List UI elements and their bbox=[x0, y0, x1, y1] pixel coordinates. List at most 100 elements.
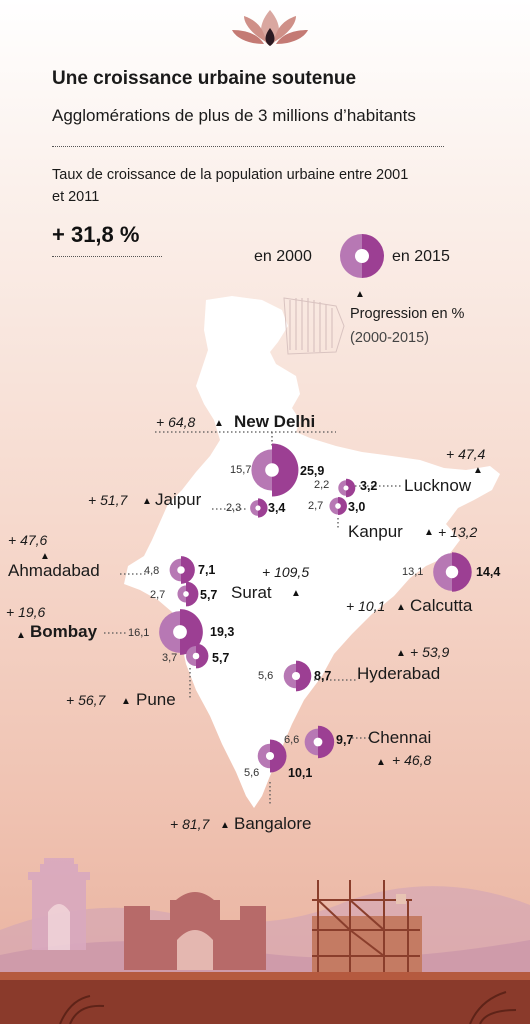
bubble-2015-calcutta bbox=[452, 552, 472, 592]
triangle-up-icon: ▲ bbox=[16, 630, 26, 641]
pop2015-chennai: 9,7 bbox=[336, 733, 354, 747]
bubble-2000-kanpur bbox=[329, 497, 338, 515]
pct-new-delhi: + 64,8 bbox=[156, 414, 196, 430]
pop2015-bombay: 19,3 bbox=[210, 625, 235, 639]
bubble-center-calcutta bbox=[445, 565, 459, 579]
bubble-2015-surat bbox=[186, 581, 199, 607]
triangle-up-icon: ▲ bbox=[473, 465, 483, 476]
legend-bubble-center bbox=[355, 249, 369, 263]
city-new-delhi: New Delhi bbox=[234, 412, 316, 431]
growth-description: Taux de croissance de la population urba… bbox=[52, 167, 409, 205]
legend-label-2000: en 2000 bbox=[254, 248, 312, 265]
pct-hyderabad: + 53,9 bbox=[410, 644, 450, 660]
northern-territory bbox=[283, 297, 345, 355]
pop2015-new-delhi: 25,9 bbox=[300, 464, 325, 478]
triangle-up-icon: ▲ bbox=[220, 820, 230, 831]
bubble-center-jaipur bbox=[255, 505, 261, 511]
pct-bangalore: + 81,7 bbox=[170, 816, 210, 832]
ground bbox=[0, 972, 530, 1024]
growth-underline bbox=[52, 256, 162, 257]
pop2015-pune: 5,7 bbox=[212, 651, 230, 665]
scaffolding-building-icon bbox=[312, 880, 422, 980]
pct-bombay: + 19,6 bbox=[6, 604, 46, 620]
legend-progression: Progression en % bbox=[350, 306, 465, 322]
pop2015-surat: 5,7 bbox=[200, 588, 218, 602]
pop2000-pune: 3,7 bbox=[162, 652, 178, 664]
grass bbox=[59, 991, 517, 1024]
triangle-up-icon: ▲ bbox=[142, 496, 152, 507]
legend-label-2015: en 2015 bbox=[392, 248, 450, 265]
bubble-center-bombay bbox=[173, 625, 187, 639]
bubble-2015-bombay bbox=[180, 609, 203, 655]
pct-ahmadabad: + 47,6 bbox=[8, 532, 48, 548]
ground-band bbox=[0, 972, 530, 980]
pop2000-hyderabad: 5,6 bbox=[258, 670, 274, 682]
city-pune: Pune bbox=[136, 690, 176, 709]
bubble-2015-lucknow bbox=[346, 478, 356, 498]
bubble-2000-pune bbox=[186, 645, 196, 667]
india-map bbox=[124, 296, 500, 808]
pct-chennai: + 46,8 bbox=[392, 752, 432, 768]
city-chennai: Chennai bbox=[368, 728, 432, 747]
legend-bubble-2015 bbox=[362, 234, 384, 278]
city-jaipur: Jaipur bbox=[155, 490, 202, 509]
bubble-center-ahmadabad bbox=[177, 566, 185, 574]
bubble-2000-new-delhi bbox=[251, 449, 272, 491]
bubble-2000-chennai bbox=[304, 728, 318, 756]
bubble-2015-chennai bbox=[318, 725, 335, 759]
triangle-up-icon: ▲ bbox=[214, 418, 224, 429]
pop2015-kanpur: 3,0 bbox=[348, 500, 366, 514]
city-hyderabad: Hyderabad bbox=[357, 664, 441, 683]
triangle-up-icon: ▲ bbox=[396, 648, 406, 659]
pop2015-jaipur: 3,4 bbox=[268, 501, 286, 515]
triangle-up-icon: ▲ bbox=[424, 527, 434, 538]
city-calcutta: Calcutta bbox=[410, 596, 473, 615]
page-subtitle: Agglomérations de plus de 3 millions d’h… bbox=[52, 106, 416, 125]
pop2000-chennai: 6,6 bbox=[284, 734, 300, 746]
bubble-2000-lucknow bbox=[338, 480, 346, 496]
city-surat: Surat bbox=[231, 583, 272, 602]
bubble-center-bangalore bbox=[265, 751, 275, 761]
pop2015-calcutta: 14,4 bbox=[476, 565, 501, 579]
pct-pune: + 56,7 bbox=[66, 692, 106, 708]
bubble-2015-jaipur bbox=[258, 498, 268, 518]
pop2000-lucknow: 2,2 bbox=[314, 479, 330, 491]
bubble-center-chennai bbox=[313, 737, 323, 747]
pop2000-jaipur: 2,3 bbox=[226, 502, 242, 514]
bubble-2015-new-delhi bbox=[272, 443, 299, 497]
bubble-2000-jaipur bbox=[250, 500, 258, 516]
pct-jaipur: + 51,7 bbox=[88, 492, 128, 508]
pop2015-bangalore: 10,1 bbox=[288, 766, 313, 780]
triangle-up-icon: ▲ bbox=[396, 602, 406, 613]
pop2015-ahmadabad: 7,1 bbox=[198, 563, 216, 577]
pct-kanpur: + 13,2 bbox=[438, 524, 478, 540]
pop2015-hyderabad: 8,7 bbox=[314, 669, 332, 683]
pop2015-lucknow: 3,2 bbox=[360, 479, 378, 493]
bubble-center-surat bbox=[183, 591, 189, 597]
pct-calcutta: + 10,1 bbox=[346, 598, 386, 614]
bubble-2015-ahmadabad bbox=[181, 556, 195, 584]
pop2000-calcutta: 13,1 bbox=[402, 566, 424, 578]
growth-value: + 31,8 % bbox=[52, 222, 140, 247]
divider bbox=[52, 146, 444, 147]
triangle-up-icon: ▲ bbox=[121, 696, 131, 707]
bubble-2000-bangalore bbox=[257, 743, 270, 769]
bubble-2015-hyderabad bbox=[296, 660, 312, 692]
triangle-up-icon: ▲ bbox=[291, 588, 301, 599]
lotus-icon bbox=[232, 10, 308, 46]
city-kanpur: Kanpur bbox=[348, 522, 403, 541]
pct-surat: + 109,5 bbox=[262, 564, 310, 580]
bubble-2000-hyderabad bbox=[283, 663, 296, 689]
city-lucknow: Lucknow bbox=[404, 476, 472, 495]
pop2000-ahmadabad: 4,8 bbox=[144, 565, 160, 577]
bubble-2015-kanpur bbox=[338, 496, 347, 516]
page-title: Une croissance urbaine soutenue bbox=[52, 68, 357, 89]
legend-bubble-2000 bbox=[340, 234, 362, 278]
triangle-up-icon: ▲ bbox=[40, 551, 50, 562]
india-gate-icon bbox=[28, 858, 90, 950]
bubble-2000-ahmadabad bbox=[169, 558, 181, 582]
bubble-2015-pune bbox=[196, 643, 209, 669]
